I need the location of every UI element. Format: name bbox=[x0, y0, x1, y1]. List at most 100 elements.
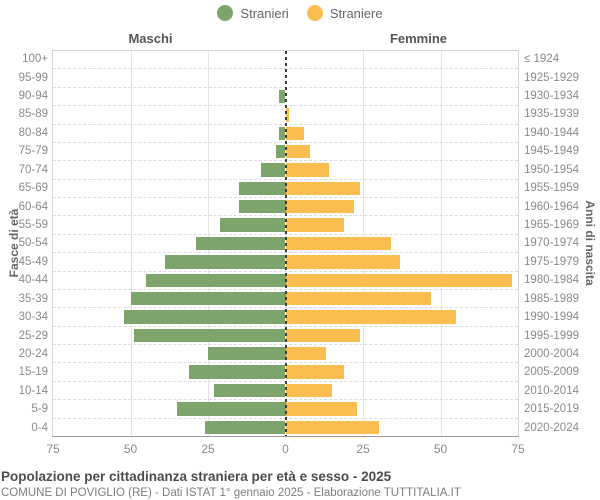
female-bar[interactable] bbox=[285, 347, 326, 361]
age-group-label: 85-89 bbox=[18, 108, 48, 121]
vertical-gridline bbox=[440, 51, 442, 436]
birth-year-label: 1955-1959 bbox=[524, 182, 579, 195]
legend-item-straniere[interactable]: Straniere bbox=[306, 5, 383, 21]
birth-year-label: ≤ 1924 bbox=[524, 53, 560, 66]
age-group-label: 65-69 bbox=[18, 182, 48, 195]
female-bar[interactable] bbox=[285, 328, 360, 342]
age-group-label: 20-24 bbox=[18, 347, 48, 360]
birth-year-label: 2010-2014 bbox=[524, 384, 579, 397]
birth-year-labels: ≤ 1924 1925-1929 1930-1934 1935-1939 1940-19… bbox=[524, 50, 596, 437]
birth-year-label: 1975-1979 bbox=[524, 255, 579, 268]
age-group-label: 80-84 bbox=[18, 126, 48, 139]
male-bar[interactable] bbox=[177, 402, 286, 416]
age-group-label: 25-29 bbox=[18, 329, 48, 342]
age-group-label: 5-9 bbox=[31, 403, 48, 416]
male-bar[interactable] bbox=[208, 347, 286, 361]
birth-year-label: 1980-1984 bbox=[524, 274, 579, 287]
female-bar[interactable] bbox=[285, 200, 354, 214]
x-axis-tick-label: 75 bbox=[511, 442, 525, 456]
male-bar[interactable] bbox=[204, 420, 286, 434]
female-bar[interactable] bbox=[285, 310, 456, 324]
vertical-gridline bbox=[130, 51, 132, 436]
birth-year-label: 2020-2024 bbox=[524, 421, 579, 434]
male-bar[interactable] bbox=[260, 163, 286, 177]
female-bar[interactable] bbox=[285, 218, 345, 232]
female-bar[interactable] bbox=[285, 236, 391, 251]
age-group-label: 30-34 bbox=[18, 311, 48, 324]
age-group-label: 95-99 bbox=[18, 71, 48, 84]
male-bar[interactable] bbox=[239, 181, 286, 195]
legend: Stranieri Straniere bbox=[0, 5, 600, 21]
female-bar[interactable] bbox=[285, 108, 289, 122]
birth-year-label: 1970-1974 bbox=[524, 237, 579, 250]
birth-year-label: 2005-2009 bbox=[524, 366, 579, 379]
birth-year-label: 1965-1969 bbox=[524, 219, 579, 231]
age-group-label: 40-44 bbox=[18, 274, 48, 287]
age-group-label: 70-74 bbox=[18, 163, 48, 176]
x-axis-tick-label: 25 bbox=[356, 442, 370, 456]
x-axis-tick-label: 75 bbox=[46, 442, 60, 456]
chart-source: COMUNE DI POVIGLIO (RE) - Dati ISTAT 1° … bbox=[1, 487, 461, 499]
birth-year-label: 1940-1944 bbox=[524, 126, 579, 139]
legend-item-stranieri[interactable]: Stranieri bbox=[217, 5, 289, 21]
birth-year-label: 1925-1929 bbox=[524, 71, 579, 84]
age-group-label: 10-14 bbox=[18, 384, 48, 397]
x-axis-tick-label: 25 bbox=[201, 442, 215, 456]
birth-year-label: 1985-1989 bbox=[524, 292, 579, 305]
birth-year-label: 1990-1994 bbox=[524, 311, 579, 324]
male-bar[interactable] bbox=[164, 255, 286, 269]
female-bar[interactable] bbox=[285, 420, 379, 434]
age-group-labels: 100+ 95-99 90-94 85-89 80-84 75-79 70-74 65-69 6… bbox=[0, 50, 48, 437]
birth-year-label: 1930-1934 bbox=[524, 90, 579, 103]
male-column-header: Maschi bbox=[128, 31, 173, 46]
age-group-label: 55-59 bbox=[18, 219, 48, 231]
male-bar[interactable] bbox=[124, 310, 286, 324]
x-axis-tick-label: 50 bbox=[433, 442, 448, 456]
legend-label-straniere: Straniere bbox=[329, 5, 383, 21]
age-group-label: 35-39 bbox=[18, 292, 48, 305]
female-bar[interactable] bbox=[285, 291, 432, 306]
age-group-label: 90-94 bbox=[18, 90, 48, 103]
birth-year-label: 2015-2019 bbox=[524, 403, 579, 416]
legend-label-stranieri: Stranieri bbox=[240, 5, 289, 21]
male-bar[interactable] bbox=[239, 200, 286, 214]
female-bar[interactable] bbox=[285, 163, 329, 177]
birth-year-label: 1945-1949 bbox=[524, 145, 579, 158]
male-bar[interactable] bbox=[214, 383, 286, 398]
male-bar[interactable] bbox=[220, 218, 286, 232]
male-bar[interactable] bbox=[276, 144, 286, 159]
male-bar[interactable] bbox=[146, 273, 286, 287]
birth-year-label: 1935-1939 bbox=[524, 108, 579, 121]
age-group-label: 50-54 bbox=[18, 237, 48, 250]
age-group-label: 0-4 bbox=[31, 421, 48, 434]
birth-year-label: 2000-2004 bbox=[524, 347, 579, 360]
birth-year-label: 1950-1954 bbox=[524, 163, 579, 176]
age-group-label: 75-79 bbox=[18, 145, 48, 158]
female-bar[interactable] bbox=[285, 144, 311, 159]
age-group-label: 100+ bbox=[22, 53, 48, 66]
x-axis-tick-label: 0 bbox=[282, 442, 289, 456]
age-group-label: 60-64 bbox=[18, 200, 48, 213]
stranieri-legend-dot-icon bbox=[217, 5, 234, 21]
male-bar[interactable] bbox=[133, 328, 286, 342]
male-bar[interactable] bbox=[130, 291, 286, 306]
female-bar[interactable] bbox=[285, 273, 512, 287]
female-column-header: Femmine bbox=[389, 31, 448, 46]
female-bar[interactable] bbox=[285, 402, 357, 416]
male-bar[interactable] bbox=[195, 236, 286, 251]
age-group-label: 15-19 bbox=[18, 366, 48, 379]
age-group-label: 45-49 bbox=[18, 255, 48, 268]
birth-year-label: 1960-1964 bbox=[524, 200, 579, 213]
birth-year-label: 1995-1999 bbox=[524, 329, 579, 342]
male-bar[interactable] bbox=[279, 126, 286, 140]
chart-title: Popolazione per cittadinanza straniera p… bbox=[1, 469, 392, 484]
female-bar[interactable] bbox=[285, 181, 360, 195]
male-bar[interactable] bbox=[189, 365, 286, 379]
female-bar[interactable] bbox=[285, 365, 345, 379]
female-bar[interactable] bbox=[285, 255, 401, 269]
pyramid-row bbox=[53, 419, 518, 436]
x-axis-tick-label: 50 bbox=[123, 442, 138, 456]
female-bar[interactable] bbox=[285, 126, 305, 140]
male-bar[interactable] bbox=[279, 89, 286, 104]
female-bar[interactable] bbox=[285, 383, 332, 398]
